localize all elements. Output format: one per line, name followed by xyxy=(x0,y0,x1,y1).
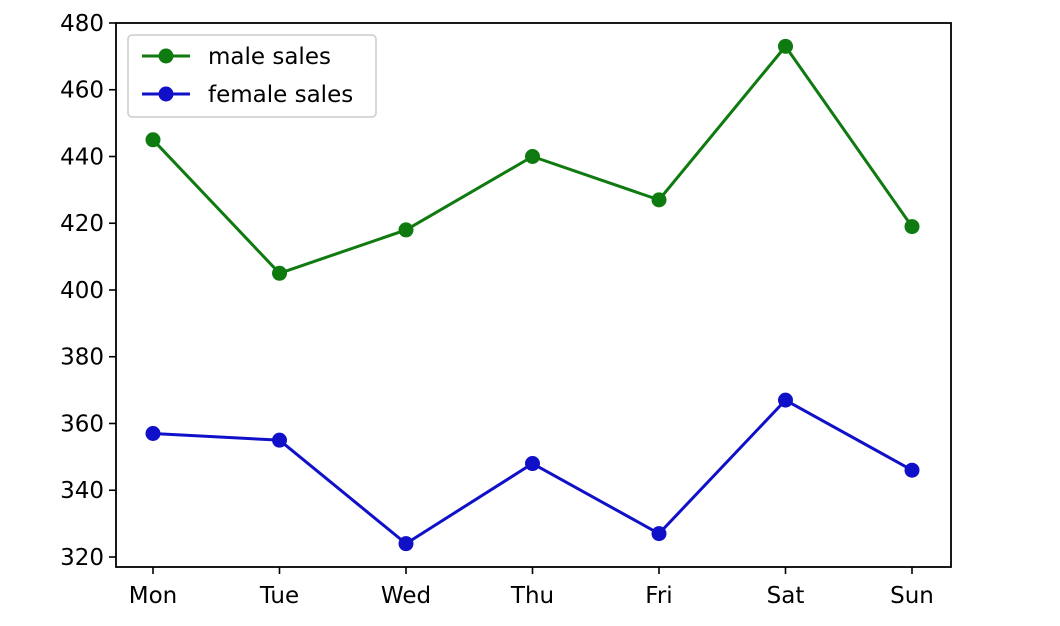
x-tick-label: Mon xyxy=(129,583,178,609)
legend-marker xyxy=(158,86,174,102)
data-point xyxy=(651,192,667,208)
data-point xyxy=(778,38,793,54)
x-axis: Mon Tue Wed Thu Fri Sat Sun xyxy=(129,567,934,609)
data-point xyxy=(398,536,414,552)
y-tick-label: 320 xyxy=(60,545,104,571)
data-point xyxy=(904,219,920,235)
legend: male sales female sales xyxy=(127,34,377,118)
x-tick-label: Tue xyxy=(259,583,299,609)
series-layer xyxy=(145,38,920,552)
data-point xyxy=(904,462,920,478)
data-point xyxy=(525,456,540,472)
y-tick-label: 340 xyxy=(60,478,104,504)
legend-label: female sales xyxy=(208,82,353,108)
y-tick-label: 460 xyxy=(60,78,104,104)
x-tick-label: Thu xyxy=(510,583,554,609)
x-tick-label: Sun xyxy=(890,583,934,609)
legend-item: male sales xyxy=(142,44,331,70)
x-tick-label: Sat xyxy=(767,583,805,609)
data-point xyxy=(398,222,414,238)
y-tick-label: 400 xyxy=(60,278,104,304)
data-point xyxy=(272,265,287,281)
series-male-sales xyxy=(145,38,920,281)
data-point xyxy=(145,132,161,148)
y-tick-label: 440 xyxy=(60,144,104,170)
x-tick-label: Wed xyxy=(381,583,431,609)
y-tick-label: 480 xyxy=(60,11,104,37)
y-tick-label: 360 xyxy=(60,411,104,437)
y-tick-label: 420 xyxy=(60,211,104,237)
y-axis: 320 340 360 380 400 420 440 460 480 xyxy=(60,11,116,571)
data-point xyxy=(778,392,793,408)
data-point xyxy=(145,426,161,442)
legend-label: male sales xyxy=(208,44,331,70)
data-point xyxy=(525,148,540,164)
legend-item: female sales xyxy=(142,82,353,108)
series-female-sales xyxy=(145,392,920,552)
data-point xyxy=(651,526,667,542)
x-tick-label: Fri xyxy=(645,583,672,609)
legend-marker xyxy=(158,48,174,64)
y-tick-label: 380 xyxy=(60,345,104,371)
data-point xyxy=(272,432,287,448)
